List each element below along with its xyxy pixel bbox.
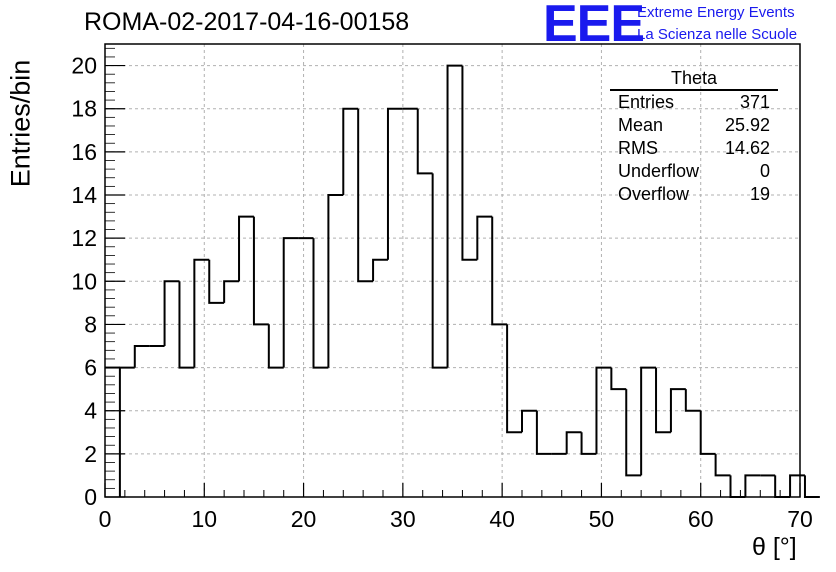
stats-row-entries: Entries 371 <box>610 91 778 114</box>
histogram-bin <box>312 238 329 369</box>
histogram-bin <box>238 215 254 282</box>
histogram-bin <box>386 107 403 260</box>
y-axis-label: Entries/bin <box>4 60 40 190</box>
y-tick-label: 6 <box>84 355 97 381</box>
histogram-bin <box>789 474 805 497</box>
y-tick-label: 2 <box>84 441 97 467</box>
histogram-bin <box>193 258 210 368</box>
histogram-bin <box>491 216 508 326</box>
logo-line-1: Extreme Energy Events <box>637 4 795 21</box>
x-tick-label: 10 <box>191 506 217 532</box>
y-tick-label: 20 <box>71 53 97 79</box>
stats-value: 25.92 <box>724 115 770 135</box>
stats-label: Underflow <box>618 161 700 181</box>
histogram-bin <box>416 108 433 175</box>
stats-value: 0 <box>759 161 770 181</box>
logo-line-2: La Scienza nelle Scuole <box>637 26 798 43</box>
x-tick-label: 40 <box>489 506 515 532</box>
histogram-bin <box>282 237 299 368</box>
stats-label: RMS <box>618 138 658 158</box>
y-tick-label: 18 <box>71 96 97 122</box>
stats-value: 14.62 <box>724 138 770 158</box>
histogram-bin <box>461 65 478 261</box>
histogram-bin <box>357 108 374 283</box>
histogram-bin <box>163 280 180 346</box>
y-tick-label: 14 <box>71 182 97 208</box>
y-tick-label: 0 <box>84 484 97 510</box>
histogram-bin <box>580 432 597 455</box>
histogram-bin <box>595 366 612 454</box>
x-axis-label: θ [°] <box>752 533 797 561</box>
stats-row-rms: RMS 14.62 <box>610 137 778 160</box>
histogram-bin <box>178 281 195 369</box>
histogram-bin <box>133 345 150 368</box>
stats-label: Entries <box>618 92 675 112</box>
plot-title: ROMA-02-2017-04-16-00158 <box>84 8 410 36</box>
histogram-bin <box>476 215 493 260</box>
stats-label: Mean <box>618 115 664 135</box>
histogram-bin <box>684 389 701 412</box>
y-axis-label-text: Entries/bin <box>5 59 36 188</box>
x-tick-label: 70 <box>787 506 813 532</box>
histogram-bin <box>208 259 225 304</box>
histogram-bin <box>118 366 135 497</box>
x-tick-label: 0 <box>99 506 112 532</box>
histogram-bin <box>729 475 746 498</box>
histogram-bin <box>625 389 642 477</box>
stats-label: Overflow <box>618 184 690 204</box>
histogram-bin <box>669 388 686 433</box>
y-tick-label: 4 <box>84 398 97 424</box>
histogram-bin <box>446 64 463 368</box>
x-tick-label: 50 <box>589 506 615 532</box>
x-tick-label: 60 <box>688 506 714 532</box>
histogram-bin <box>774 475 791 498</box>
stats-value: 371 <box>739 92 770 112</box>
y-tick-label: 12 <box>71 225 97 251</box>
x-tick-label: 20 <box>291 506 317 532</box>
histogram-bin <box>372 258 388 282</box>
histogram-bin <box>223 280 240 303</box>
histogram-bin <box>699 410 716 455</box>
stats-row-underflow: Underflow 0 <box>610 160 778 183</box>
histogram-bin <box>565 431 582 454</box>
stats-box: Theta Entries 371 Mean 25.92 RMS 14.62 Unde… <box>610 68 778 206</box>
histogram-bin <box>252 216 269 326</box>
histogram-bin <box>521 409 537 433</box>
histogram-bin <box>610 367 627 391</box>
x-tick-label: 30 <box>390 506 416 532</box>
histogram-bin <box>744 474 761 497</box>
histogram-bin <box>342 107 359 195</box>
histogram-bin <box>535 410 552 455</box>
stats-value: 19 <box>749 184 770 204</box>
histogram-bin <box>506 324 522 434</box>
histogram-bin <box>267 324 284 369</box>
eee-logo-mark: EEE <box>543 0 645 53</box>
histogram-bin <box>714 453 731 477</box>
histogram-bin <box>431 173 448 369</box>
y-tick-label: 16 <box>71 139 97 165</box>
stats-row-overflow: Overflow 19 <box>610 183 778 206</box>
histogram-bin <box>327 194 344 368</box>
histogram-bin <box>640 366 657 476</box>
stats-row-mean: Mean 25.92 <box>610 114 778 137</box>
stats-box-title: Theta <box>610 68 778 91</box>
y-tick-label: 10 <box>71 268 97 294</box>
histogram-bin <box>655 367 671 434</box>
y-tick-label: 8 <box>84 311 97 337</box>
histogram-bin <box>803 475 820 498</box>
plot-frame <box>104 43 801 498</box>
